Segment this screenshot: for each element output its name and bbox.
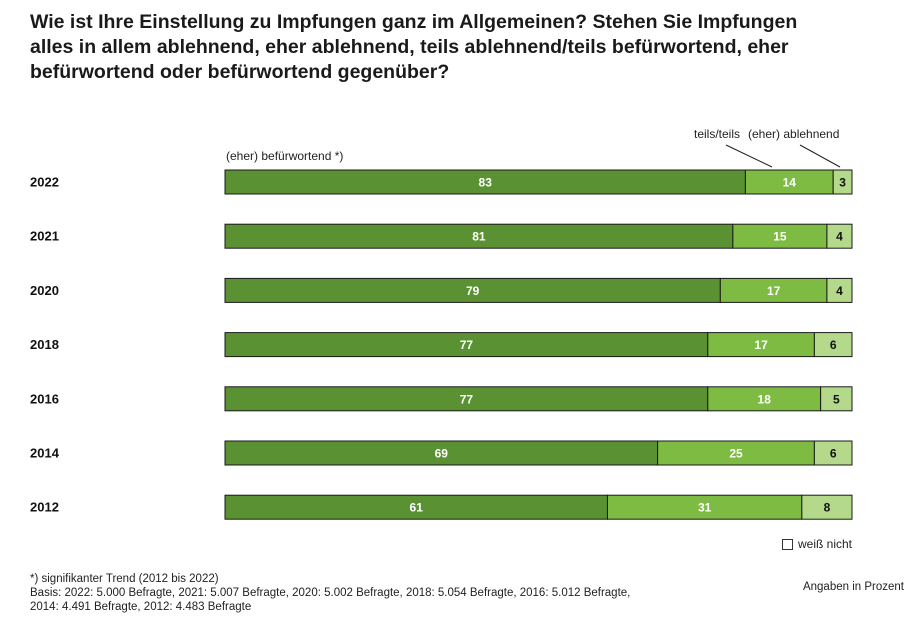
- year-label: 2021: [30, 229, 59, 244]
- value-label-teils-teils: 25: [729, 447, 743, 461]
- value-label-teils-teils: 14: [783, 176, 797, 190]
- unit-note: Angaben in Prozent: [802, 581, 904, 593]
- bar-segment-ablehnend: [820, 386, 853, 412]
- bar-row: 2018 77 17 6: [30, 332, 853, 358]
- value-label-ablehnend: 3: [839, 176, 846, 190]
- series-annotations: (eher) befürwortend *) teils/teils (eher…: [226, 127, 841, 168]
- bar-segment-befuerwortend: [224, 223, 734, 249]
- value-label-befuerwortend: 79: [466, 284, 480, 298]
- year-label: 2018: [30, 337, 59, 352]
- legend-weiss-nicht: weiß nicht: [782, 537, 852, 551]
- chart-title: Wie ist Ihre Einstellung zu Impfungen ga…: [30, 11, 798, 83]
- value-label-ablehnend: 4: [836, 230, 843, 244]
- bar-segment-teils-teils: [719, 277, 828, 303]
- series-label-teils-teils: teils/teils: [694, 127, 740, 141]
- value-label-teils-teils: 31: [698, 501, 712, 515]
- series-label-ablehnend: (eher) ablehnend: [748, 127, 839, 141]
- value-label-befuerwortend: 69: [435, 447, 449, 461]
- bar-row: 2021 81 15 4: [30, 223, 853, 249]
- bar-rows: 2022 83 14 3 2021 81 15 4 2020 79 17 4 2018 77 17 6 2016…: [30, 169, 853, 520]
- value-label-ablehnend: 6: [830, 447, 837, 461]
- bar-segment-teils-teils: [732, 223, 828, 249]
- bar-segment-teils-teils: [707, 386, 822, 412]
- value-label-teils-teils: 15: [773, 230, 787, 244]
- legend-swatch-weiss-nicht: [782, 538, 793, 550]
- leader-line-ablehnend: [799, 144, 841, 168]
- value-label-befuerwortend: 83: [479, 176, 493, 190]
- bar-segment-ablehnend: [813, 332, 853, 358]
- bar-segment-befuerwortend: [224, 386, 709, 412]
- value-label-ablehnend: 6: [830, 338, 837, 352]
- value-label-ablehnend: 8: [824, 501, 831, 515]
- bar-segment-ablehnend: [832, 169, 853, 195]
- year-label: 2012: [30, 500, 59, 515]
- bar-segment-ablehnend: [826, 223, 853, 249]
- bar-segment-befuerwortend: [224, 332, 709, 358]
- legend-label-weiss-nicht: weiß nicht: [798, 537, 853, 551]
- value-label-befuerwortend: 81: [472, 230, 486, 244]
- footnote-basis-1: Basis: 2022: 5.000 Befragte, 2021: 5.007…: [30, 587, 631, 599]
- value-label-teils-teils: 18: [758, 392, 772, 406]
- bar-segment-teils-teils: [606, 494, 803, 520]
- bar-segment-befuerwortend: [224, 169, 746, 195]
- bar-segment-befuerwortend: [224, 494, 608, 520]
- year-label: 2016: [30, 391, 59, 406]
- series-label-befuerwortend: (eher) befürwortend *): [226, 149, 343, 163]
- value-label-befuerwortend: 77: [460, 338, 474, 352]
- bar-segment-ablehnend: [826, 277, 853, 303]
- value-label-befuerwortend: 77: [460, 392, 474, 406]
- value-label-befuerwortend: 61: [410, 501, 424, 515]
- year-label: 2020: [30, 283, 59, 298]
- footnote-basis-2: 2014: 4.491 Befragte, 2012: 4.483 Befrag…: [30, 601, 252, 613]
- bar-row: 2022 83 14 3: [30, 169, 853, 195]
- bar-row: 2014 69 25 6: [30, 440, 853, 466]
- bar-row: 2012 61 31 8: [30, 494, 853, 520]
- value-label-ablehnend: 5: [833, 392, 840, 406]
- footnote-trend: *) signifikanter Trend (2012 bis 2022): [30, 573, 219, 585]
- value-label-ablehnend: 4: [836, 284, 843, 298]
- value-label-teils-teils: 17: [754, 338, 768, 352]
- bar-row: 2020 79 17 4: [30, 277, 853, 303]
- bar-segment-ablehnend: [813, 440, 853, 466]
- footnote: *) signifikanter Trend (2012 bis 2022) B…: [30, 572, 730, 614]
- bar-segment-befuerwortend: [224, 440, 659, 466]
- value-label-teils-teils: 17: [767, 284, 781, 298]
- bar-segment-befuerwortend: [224, 277, 721, 303]
- bar-segment-ablehnend: [801, 494, 853, 520]
- year-label: 2014: [30, 446, 60, 461]
- year-label: 2022: [30, 175, 59, 190]
- leader-line-teils-teils: [725, 144, 773, 168]
- bar-row: 2016 77 18 5: [30, 386, 853, 412]
